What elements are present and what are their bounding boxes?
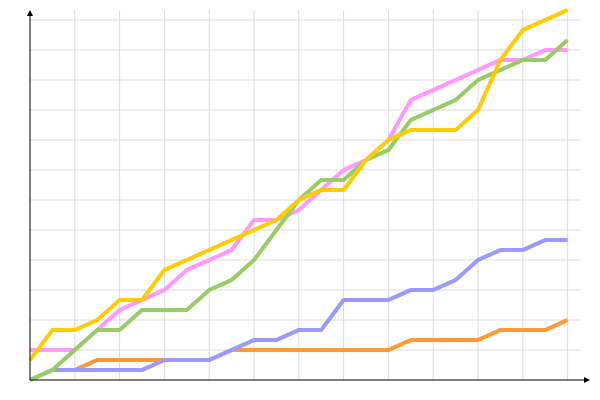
series-line — [30, 48, 568, 352]
series-line — [28, 8, 569, 362]
grid — [30, 10, 580, 380]
lines — [28, 8, 569, 382]
y-axis-arrow — [27, 10, 33, 16]
series-line — [29, 238, 568, 382]
series-line — [29, 318, 569, 382]
x-axis-arrow — [584, 377, 590, 383]
